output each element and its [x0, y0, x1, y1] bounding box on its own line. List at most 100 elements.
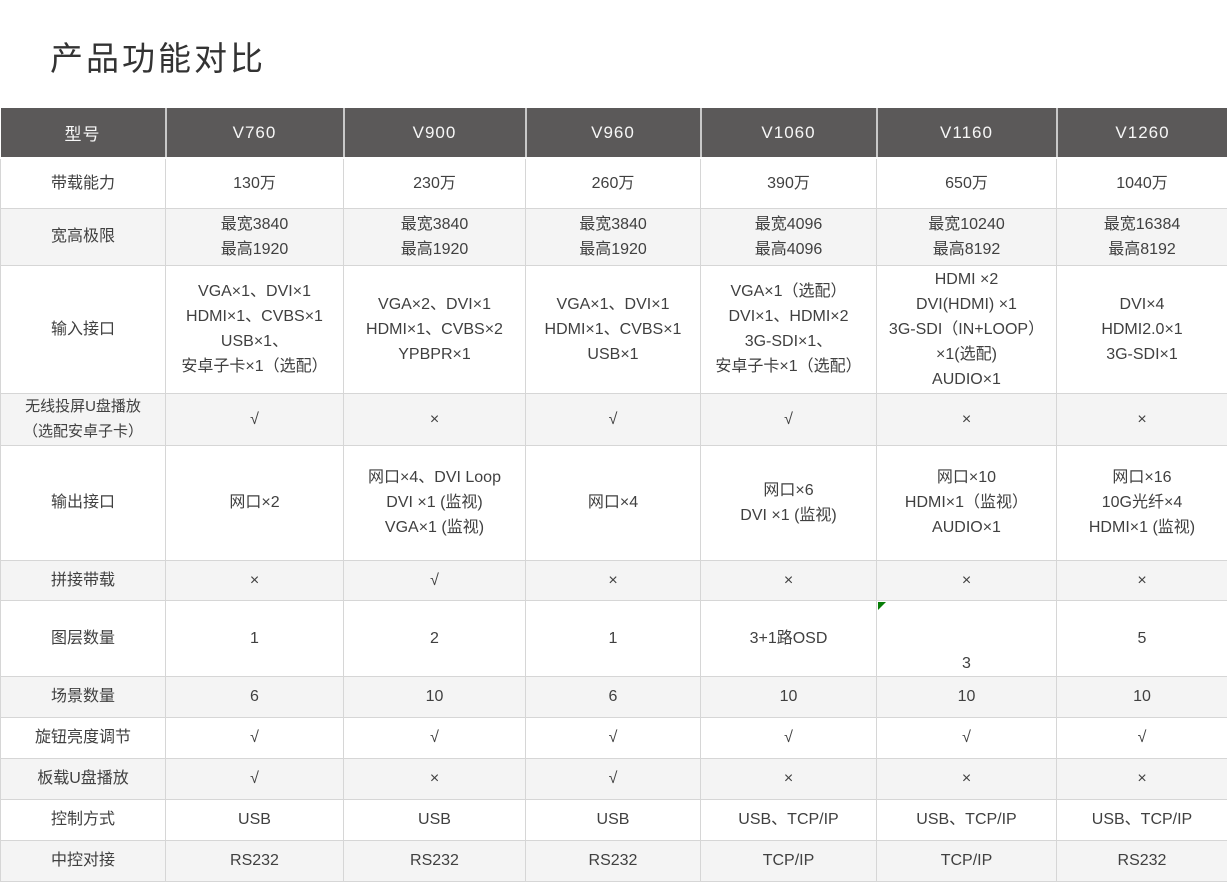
cell: 3+1路OSD: [701, 600, 877, 676]
cell: √: [344, 717, 526, 758]
page-title: 产品功能对比: [50, 32, 266, 80]
cell: ×: [166, 560, 344, 600]
cell: 最宽3840 最高1920: [166, 208, 344, 265]
table-row-layer-count: 图层数量 1 2 1 3+1路OSD 3 5: [1, 600, 1227, 676]
row-label: 场景数量: [1, 676, 166, 717]
cell: 最宽10240 最高8192: [877, 208, 1057, 265]
cell: 1: [166, 600, 344, 676]
table-row-onboard-usb-play: 板载U盘播放 √ × √ × × ×: [1, 758, 1227, 799]
cell: USB: [344, 799, 526, 840]
cell: 网口×6 DVI ×1 (监视): [701, 445, 877, 560]
cell: √: [877, 717, 1057, 758]
cell: 网口×4: [526, 445, 701, 560]
cell: USB、TCP/IP: [701, 799, 877, 840]
table-row-output-ports: 输出接口 网口×2 网口×4、DVI Loop DVI ×1 (监视) VGA×…: [1, 445, 1227, 560]
cell-value: 3: [962, 655, 971, 672]
cell: TCP/IP: [701, 840, 877, 881]
table-row-splice-load: 拼接带载 × √ × × × ×: [1, 560, 1227, 600]
cell: ×: [877, 393, 1057, 445]
cell: √: [166, 393, 344, 445]
column-header-v1160: V1160: [877, 108, 1057, 158]
cell: VGA×1（选配） DVI×1、HDMI×2 3G-SDI×1、 安卓子卡×1（…: [701, 265, 877, 393]
cell: RS232: [344, 840, 526, 881]
cell: USB、TCP/IP: [877, 799, 1057, 840]
column-header-v1260: V1260: [1057, 108, 1227, 158]
cell: √: [701, 393, 877, 445]
cell: VGA×1、DVI×1 HDMI×1、CVBS×1 USB×1、 安卓子卡×1（…: [166, 265, 344, 393]
table-row-wireless-cast-usb: 无线投屏U盘播放 （选配安卓子卡） √ × √ √ × ×: [1, 393, 1227, 445]
cell: USB: [526, 799, 701, 840]
cell: ×: [877, 560, 1057, 600]
cell: 最宽4096 最高4096: [701, 208, 877, 265]
row-label: 控制方式: [1, 799, 166, 840]
row-label: 输入接口: [1, 265, 166, 393]
row-label: 拼接带载: [1, 560, 166, 600]
cell: ×: [1057, 758, 1227, 799]
table-row-load-capacity: 带载能力 130万 230万 260万 390万 650万 1040万: [1, 158, 1227, 208]
table-row-control-method: 控制方式 USB USB USB USB、TCP/IP USB、TCP/IP U…: [1, 799, 1227, 840]
cell: 10: [344, 676, 526, 717]
cell: √: [526, 717, 701, 758]
column-header-model: 型号: [1, 108, 166, 158]
cell: HDMI ×2 DVI(HDMI) ×1 3G-SDI（IN+LOOP） ×1(…: [877, 265, 1057, 393]
cell: ×: [526, 560, 701, 600]
cell: √: [344, 560, 526, 600]
cell: ×: [344, 758, 526, 799]
row-label: 带载能力: [1, 158, 166, 208]
cell-corner-flag-icon: [878, 602, 886, 610]
cell: ×: [1057, 393, 1227, 445]
cell: √: [166, 717, 344, 758]
header-row: 型号 V760 V900 V960 V1060 V1160 V1260: [1, 108, 1227, 158]
cell: ×: [877, 758, 1057, 799]
cell: 1040万: [1057, 158, 1227, 208]
cell: 230万: [344, 158, 526, 208]
table-row-input-ports: 输入接口 VGA×1、DVI×1 HDMI×1、CVBS×1 USB×1、 安卓…: [1, 265, 1227, 393]
cell: √: [526, 393, 701, 445]
product-comparison-table: 型号 V760 V900 V960 V1060 V1160 V1260 带载能力…: [0, 108, 1227, 882]
column-header-v900: V900: [344, 108, 526, 158]
cell: 10: [877, 676, 1057, 717]
row-label: 无线投屏U盘播放 （选配安卓子卡）: [1, 393, 166, 445]
cell: RS232: [1057, 840, 1227, 881]
table-row-knob-brightness: 旋钮亮度调节 √ √ √ √ √ √: [1, 717, 1227, 758]
cell: √: [166, 758, 344, 799]
cell: √: [1057, 717, 1227, 758]
cell: RS232: [166, 840, 344, 881]
cell: VGA×1、DVI×1 HDMI×1、CVBS×1 USB×1: [526, 265, 701, 393]
cell: ×: [344, 393, 526, 445]
row-label: 宽高极限: [1, 208, 166, 265]
cell: DVI×4 HDMI2.0×1 3G-SDI×1: [1057, 265, 1227, 393]
cell: 网口×16 10G光纤×4 HDMI×1 (监视): [1057, 445, 1227, 560]
cell: 10: [701, 676, 877, 717]
row-label: 中控对接: [1, 840, 166, 881]
cell: ×: [701, 758, 877, 799]
cell: 6: [166, 676, 344, 717]
row-label: 输出接口: [1, 445, 166, 560]
cell: USB、TCP/IP: [1057, 799, 1227, 840]
cell: 最宽16384 最高8192: [1057, 208, 1227, 265]
cell: 5: [1057, 600, 1227, 676]
row-label: 板载U盘播放: [1, 758, 166, 799]
cell: ×: [701, 560, 877, 600]
cell: VGA×2、DVI×1 HDMI×1、CVBS×2 YPBPR×1: [344, 265, 526, 393]
row-label: 旋钮亮度调节: [1, 717, 166, 758]
column-header-v760: V760: [166, 108, 344, 158]
column-header-v960: V960: [526, 108, 701, 158]
cell: 网口×4、DVI Loop DVI ×1 (监视) VGA×1 (监视): [344, 445, 526, 560]
cell: 2: [344, 600, 526, 676]
cell: 390万: [701, 158, 877, 208]
cell: 10: [1057, 676, 1227, 717]
cell: 3: [877, 600, 1057, 676]
cell: USB: [166, 799, 344, 840]
cell: 650万: [877, 158, 1057, 208]
cell: 6: [526, 676, 701, 717]
cell: 130万: [166, 158, 344, 208]
table-row-central-control: 中控对接 RS232 RS232 RS232 TCP/IP TCP/IP RS2…: [1, 840, 1227, 881]
row-label: 图层数量: [1, 600, 166, 676]
cell: √: [701, 717, 877, 758]
column-header-v1060: V1060: [701, 108, 877, 158]
cell: 最宽3840 最高1920: [526, 208, 701, 265]
cell: 网口×10 HDMI×1（监视） AUDIO×1: [877, 445, 1057, 560]
cell: RS232: [526, 840, 701, 881]
table-row-max-dimensions: 宽高极限 最宽3840 最高1920 最宽3840 最高1920 最宽3840 …: [1, 208, 1227, 265]
